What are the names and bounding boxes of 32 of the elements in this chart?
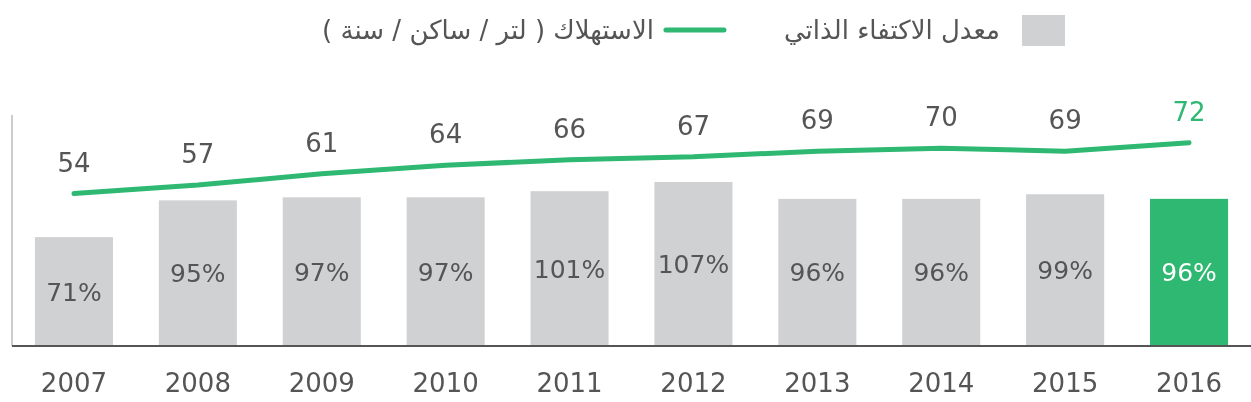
data-label: 96% — [913, 258, 970, 288]
data-label: 99% — [1037, 256, 1093, 286]
data-label: 97% — [293, 257, 350, 287]
x-tick-label: 2013 — [784, 368, 851, 398]
x-tick-label: 2011 — [536, 368, 603, 398]
data-label: 64 — [429, 119, 463, 150]
x-tick-label: 2010 — [412, 368, 479, 398]
data-label: 72 — [1172, 96, 1206, 127]
data-label: 96% — [789, 258, 846, 288]
data-label: 54 — [57, 147, 91, 178]
legend-label: الاستهلاك ( لتر / ساكن / سنة ) — [322, 15, 654, 46]
data-label: 97% — [417, 257, 474, 287]
data-label: 101% — [533, 254, 606, 284]
x-tick-label: 2016 — [1155, 368, 1223, 398]
x-tick-label: 2007 — [40, 368, 108, 398]
legend-label: معدل الاكتفاء الذاتي — [783, 15, 1000, 45]
data-label: 71% — [46, 277, 102, 307]
data-label: 66 — [553, 113, 587, 144]
data-label: 95% — [170, 259, 226, 289]
data-label: 69 — [800, 105, 834, 136]
data-label: 70 — [924, 102, 958, 133]
data-label: 69 — [1048, 105, 1082, 136]
x-tick-label: 2009 — [288, 368, 355, 398]
data-label: 57 — [181, 139, 215, 170]
data-label: 96% — [1161, 258, 1217, 288]
data-label: 107% — [657, 249, 730, 279]
data-label: 67 — [676, 110, 710, 141]
data-label: 61 — [305, 127, 339, 158]
x-tick-label: 2012 — [660, 368, 727, 398]
x-tick-label: 2015 — [1032, 368, 1099, 398]
x-tick-label: 2014 — [908, 368, 975, 398]
x-tick-label: 2008 — [164, 368, 231, 398]
